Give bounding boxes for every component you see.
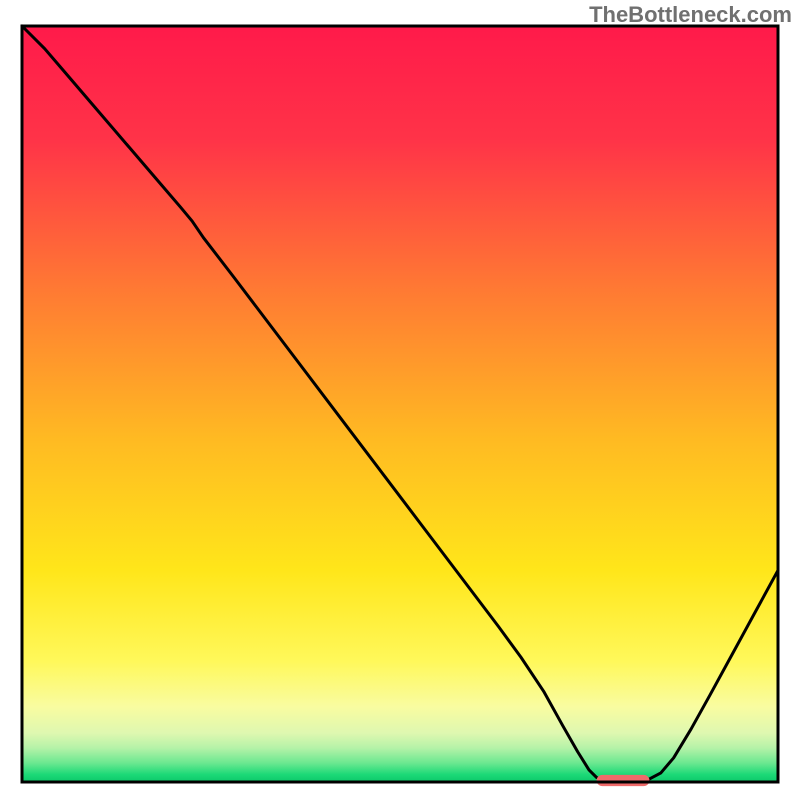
watermark-text: TheBottleneck.com	[589, 2, 792, 28]
chart-background	[22, 26, 778, 782]
chart-container: TheBottleneck.com	[0, 0, 800, 800]
bottleneck-chart	[0, 0, 800, 800]
optimal-marker	[597, 775, 650, 786]
